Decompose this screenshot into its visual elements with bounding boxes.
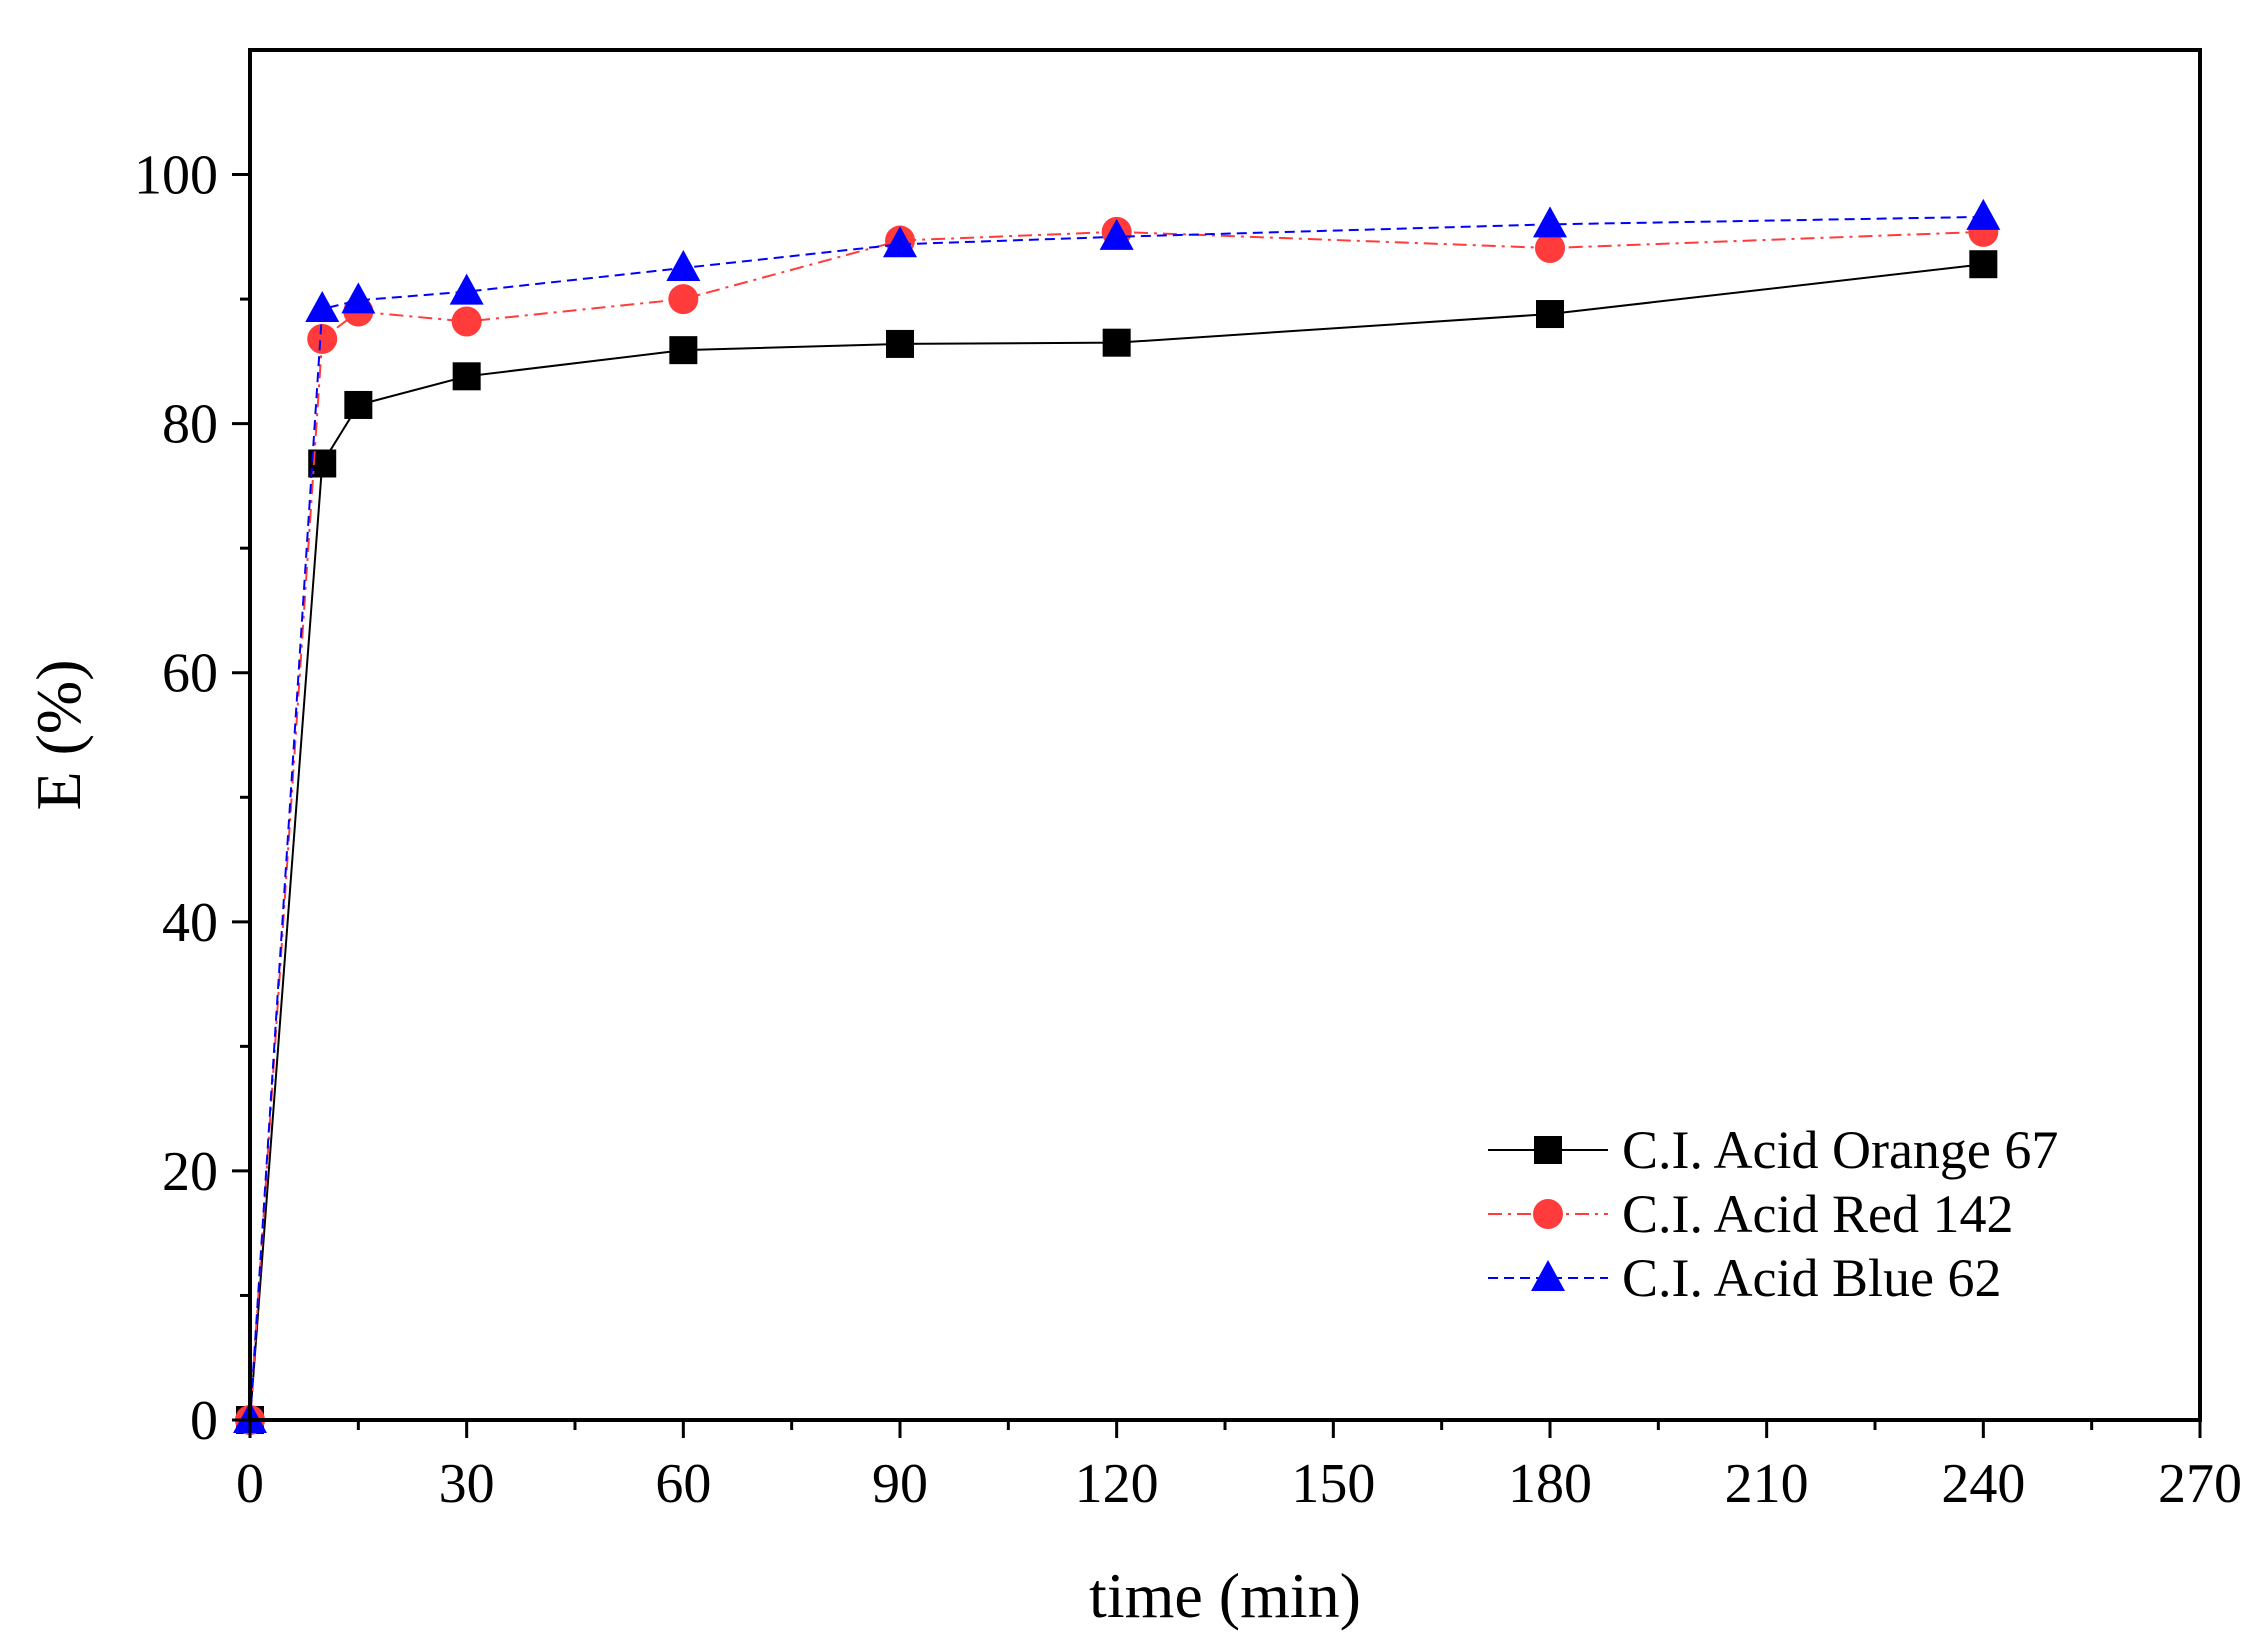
data-point <box>1966 198 2001 230</box>
x-tick-label: 60 <box>655 1453 711 1515</box>
data-point <box>1969 250 1998 279</box>
y-tick-label: 100 <box>134 145 218 207</box>
y-axis-title: E (%) <box>23 659 94 810</box>
legend: C.I. Acid Orange 67C.I. Acid Red 142C.I.… <box>1488 1120 2058 1308</box>
data-point <box>1099 218 1134 250</box>
data-point <box>305 291 340 323</box>
y-tick-label: 80 <box>162 394 218 456</box>
data-point <box>668 284 699 315</box>
data-point <box>1102 328 1131 357</box>
legend-label: C.I. Acid Blue 62 <box>1622 1248 2001 1308</box>
data-point <box>886 329 914 358</box>
legend-item: C.I. Acid Blue 62 <box>1488 1248 2001 1308</box>
y-tick-label: 20 <box>162 1141 218 1203</box>
legend-marker <box>1534 1136 1562 1164</box>
data-point <box>344 390 373 419</box>
x-tick-label: 90 <box>872 1453 928 1515</box>
x-tick-label: 150 <box>1291 1453 1375 1515</box>
x-tick-label: 210 <box>1725 1453 1809 1515</box>
data-point <box>451 306 482 337</box>
x-tick-label: 180 <box>1508 1453 1592 1515</box>
legend-item: C.I. Acid Red 142 <box>1488 1184 2013 1244</box>
x-tick-label: 30 <box>439 1453 495 1515</box>
data-point <box>1536 300 1564 329</box>
x-tick-label: 270 <box>2158 1453 2242 1515</box>
legend-label: C.I. Acid Orange 67 <box>1622 1120 2058 1180</box>
data-point <box>883 226 917 258</box>
data-point <box>452 362 481 391</box>
data-point <box>1535 233 1565 264</box>
y-tick-label: 0 <box>190 1390 218 1452</box>
legend-marker <box>1533 1199 1563 1229</box>
data-point <box>669 336 698 365</box>
data-point <box>307 323 338 354</box>
legend-marker <box>1531 1260 1565 1291</box>
x-tick-label: 0 <box>236 1453 264 1515</box>
data-point <box>666 249 701 281</box>
ticks-layer: 0 30 60 90 120 150 180 210 240 270 0 20 40 60 80 100 <box>134 145 2242 1515</box>
data-point <box>449 273 484 305</box>
legend-item: C.I. Acid Orange 67 <box>1488 1120 2058 1180</box>
y-tick-label: 60 <box>162 643 218 705</box>
x-axis-title: time (min) <box>1089 1560 1361 1631</box>
legend-label: C.I. Acid Red 142 <box>1622 1184 2013 1244</box>
y-tick-label: 40 <box>162 892 218 954</box>
series-3 <box>233 198 2001 1433</box>
x-tick-label: 240 <box>1941 1453 2025 1515</box>
data-point <box>341 282 376 314</box>
x-tick-label: 120 <box>1075 1453 1159 1515</box>
data-point <box>1533 206 1567 238</box>
